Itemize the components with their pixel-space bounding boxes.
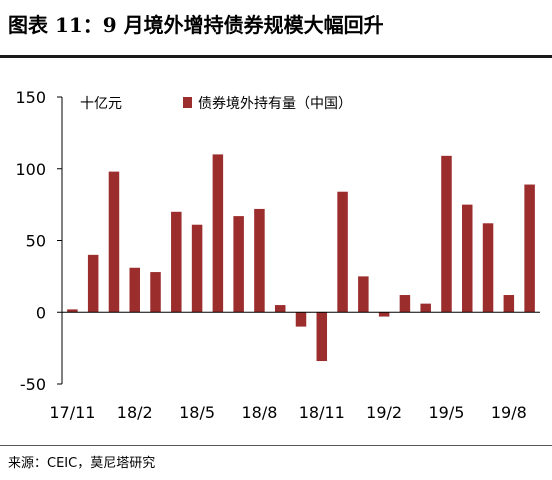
bar-18-3	[150, 272, 161, 313]
bar-18-12	[337, 191, 348, 313]
bar-19-6	[462, 204, 473, 313]
legend-label: 债券境外持有量（中国）	[198, 96, 352, 112]
x-tick-label: 18/8	[241, 403, 277, 422]
title-rule	[0, 55, 552, 58]
bar-18-4	[171, 211, 182, 313]
source-note: 来源：CEIC，莫尼塔研究	[8, 456, 156, 471]
bar-18-6	[212, 154, 224, 313]
bar-18-5	[191, 224, 203, 313]
bar-19-4	[420, 303, 431, 313]
bar-18-10	[295, 312, 307, 327]
bar-19-5	[441, 155, 452, 313]
source-rule	[0, 445, 552, 446]
bar-19-9	[524, 184, 535, 313]
legend-swatch	[183, 97, 192, 108]
x-tick-label: 18/2	[117, 403, 153, 422]
bar-18-8	[254, 208, 265, 313]
chart-title: 图表 11：9 月境外增持债券规模大幅回升	[8, 13, 384, 37]
bar-19-2	[378, 312, 390, 317]
bar-19-1	[358, 276, 369, 313]
y-tick-label: 100	[15, 160, 46, 179]
y-tick-label: -50	[20, 375, 46, 394]
unit-label: 十亿元	[80, 96, 122, 112]
y-tick-label: 150	[15, 88, 46, 107]
x-tick-label: 19/5	[429, 403, 465, 422]
x-tick-label: 17/11	[49, 403, 95, 422]
bar-18-9	[274, 305, 286, 313]
bar-19-3	[399, 295, 411, 313]
bar-18-1	[108, 171, 120, 313]
y-tick-label: 0	[36, 303, 46, 322]
bar-18-2	[129, 267, 140, 313]
bar-19-7	[482, 223, 494, 313]
x-tick-label: 19/8	[491, 403, 527, 422]
y-tick-label: 50	[26, 232, 46, 251]
x-tick-label: 18/11	[299, 403, 345, 422]
bar-18-11	[316, 312, 328, 362]
bar-19-8	[503, 295, 515, 313]
bar-17-11	[67, 309, 78, 313]
bar-18-7	[233, 216, 244, 313]
x-tick-label: 19/2	[366, 403, 402, 422]
x-tick-label: 18/5	[179, 403, 215, 422]
bar-17-12	[87, 254, 99, 313]
